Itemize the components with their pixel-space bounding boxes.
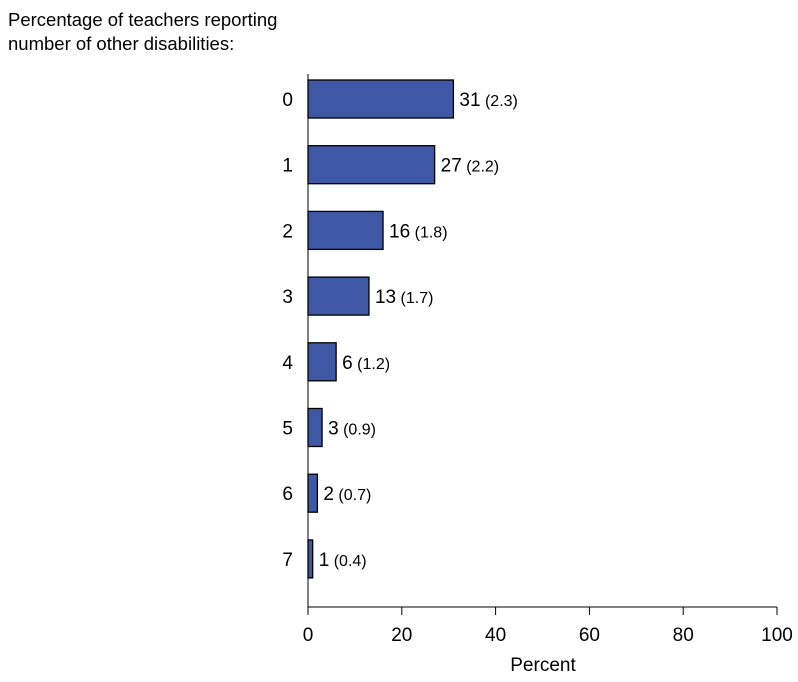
- value-label-standard-error: (0.4): [329, 553, 366, 570]
- x-tick-label: 80: [673, 625, 694, 646]
- x-tick-label: 100: [761, 625, 793, 646]
- value-label: 31 (2.3): [459, 90, 517, 111]
- value-label-percent: 16: [389, 221, 410, 242]
- category-label: 0: [282, 90, 293, 111]
- category-label: 7: [282, 550, 293, 571]
- category-label: 1: [282, 156, 293, 177]
- bars-group: [307, 79, 455, 579]
- x-tick-label: 60: [579, 625, 600, 646]
- bar-1: [307, 145, 436, 185]
- category-label: 3: [282, 287, 293, 308]
- value-label-percent: 6: [342, 353, 353, 374]
- category-label: 5: [282, 419, 293, 440]
- value-label-percent: 27: [441, 156, 462, 177]
- axes-group: [307, 74, 777, 608]
- x-ticks-group: 0 20 40 60 80 100: [303, 607, 793, 646]
- chart-title: Percentage of teachers reporting number …: [8, 9, 278, 54]
- bar-2: [307, 210, 384, 251]
- x-tick-label: 40: [485, 625, 506, 646]
- value-label: 1 (0.4): [319, 550, 367, 571]
- category-label: 2: [282, 221, 293, 242]
- x-axis-title: Percent: [510, 655, 576, 676]
- bar-0: [307, 79, 455, 119]
- x-tick-label: 20: [391, 625, 412, 646]
- value-labels-group: 31 (2.3)27 (2.2)16 (1.8)13 (1.7)6 (1.2)3…: [319, 90, 518, 571]
- value-label-percent: 1: [319, 550, 330, 571]
- category-label: 6: [282, 484, 293, 505]
- value-label-standard-error: (2.2): [462, 159, 499, 176]
- value-label: 2 (0.7): [323, 484, 371, 505]
- category-labels-group: 0 1 2 3 4 5 6 7: [282, 90, 293, 571]
- category-label: 4: [282, 353, 293, 374]
- value-label: 13 (1.7): [375, 287, 433, 308]
- value-label-standard-error: (1.2): [353, 356, 390, 373]
- bar-3: [307, 276, 370, 316]
- bar-6: [307, 473, 319, 513]
- value-label-percent: 13: [375, 287, 396, 308]
- value-label-percent: 31: [459, 90, 480, 111]
- value-label: 16 (1.8): [389, 221, 447, 242]
- value-label-percent: 3: [328, 419, 339, 440]
- value-label-standard-error: (2.3): [481, 93, 518, 110]
- value-label-standard-error: (1.7): [396, 290, 433, 307]
- bar-5: [307, 407, 323, 448]
- bar-7: [307, 539, 314, 579]
- value-label: 27 (2.2): [441, 156, 499, 177]
- value-label-standard-error: (0.7): [334, 487, 371, 504]
- value-label-percent: 2: [323, 484, 334, 505]
- value-label-standard-error: (1.8): [410, 224, 447, 241]
- value-label-standard-error: (0.9): [339, 422, 376, 439]
- bar-4: [307, 342, 337, 382]
- value-label: 3 (0.9): [328, 419, 376, 440]
- value-label: 6 (1.2): [342, 353, 390, 374]
- x-tick-label: 0: [303, 625, 314, 646]
